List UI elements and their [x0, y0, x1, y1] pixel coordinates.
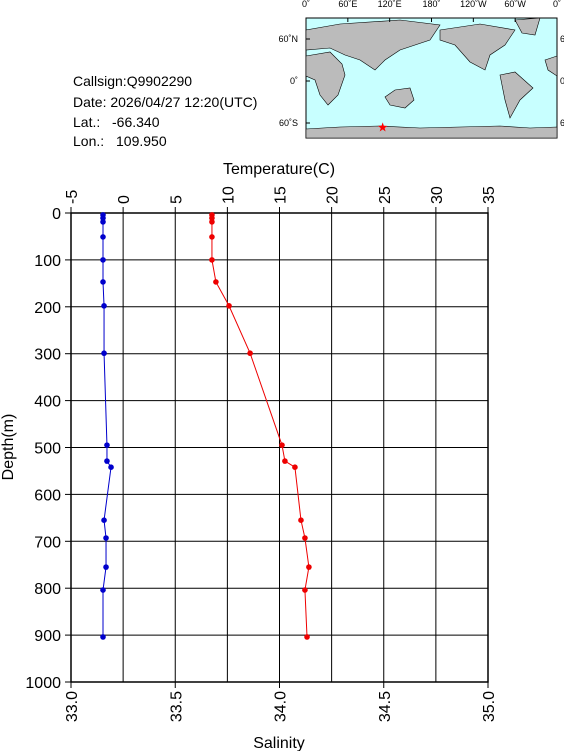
profile-point: [100, 279, 106, 285]
profile-point: [302, 535, 308, 541]
x-tick-label: 35: [481, 186, 498, 204]
x-tick-label: 30: [429, 186, 446, 204]
profile-point: [101, 517, 107, 523]
map-land: [305, 17, 558, 139]
map-lon-label: 180˚: [422, 0, 440, 9]
x-tick-label: 5: [168, 195, 185, 204]
profile-point: [104, 458, 110, 464]
profile-point: [304, 634, 310, 640]
x-tick-label: 10: [220, 186, 237, 204]
y-tick-label: 900: [34, 628, 61, 645]
profile-point: [213, 279, 219, 285]
profile-point: [108, 464, 114, 470]
profile-point: [100, 587, 106, 593]
profile-point: [209, 257, 215, 263]
y-tick-label: 0: [52, 206, 61, 223]
x2-tick-label: 33.0: [64, 691, 81, 722]
y-tick-label: 600: [34, 487, 61, 504]
south-america: [499, 71, 534, 119]
profile-point: [100, 634, 106, 640]
map-lat-label-right: 60˚S: [560, 118, 564, 128]
x2-tick-label: 33.5: [168, 691, 185, 722]
profile-line: [211, 214, 310, 637]
float-position: [377, 122, 388, 132]
map-lon-label: 60˚E: [338, 0, 357, 9]
x-tick-label: 15: [273, 186, 290, 204]
x-tick-label: -5: [64, 190, 81, 204]
x-tick-label: 25: [377, 186, 394, 204]
callsign: Callsign:Q9902290: [73, 73, 192, 89]
map-lat-label: 60˚S: [279, 118, 298, 128]
profile-line: [102, 214, 112, 637]
profile-point: [292, 464, 298, 470]
profile-point: [100, 219, 106, 225]
profile-point: [209, 234, 215, 240]
lon: 109.950: [116, 133, 167, 149]
profile-point: [104, 442, 110, 448]
map-lon-label: 60˚W: [504, 0, 526, 9]
profile-point: [100, 234, 106, 240]
lat-label: Lat.:: [73, 114, 100, 130]
y-tick-label: 1000: [25, 675, 61, 692]
profile-point: [103, 535, 109, 541]
profile-point: [279, 442, 285, 448]
y-tick-label: 800: [34, 581, 61, 598]
antarctica: [305, 125, 558, 139]
profile-point: [101, 350, 107, 357]
north-america: [439, 23, 516, 71]
x2-tick-label: 34.5: [377, 691, 394, 722]
profile-point: [103, 564, 109, 570]
map-lon-label: 120˚W: [460, 0, 487, 9]
profile-point: [282, 458, 288, 464]
x2-tick-label: 35.0: [481, 691, 498, 722]
profile-point: [101, 303, 107, 309]
profile-point: [100, 257, 106, 263]
africa: [305, 51, 346, 106]
y-tick-label: 100: [34, 253, 61, 270]
y-tick-label: 200: [34, 300, 61, 317]
map-lat-label: 60˚N: [278, 34, 298, 44]
y-axis-title: Depth(m): [0, 414, 17, 481]
map-lat-label-right: 60˚N: [560, 34, 564, 44]
y-tick-label: 700: [34, 534, 61, 551]
greenland: [514, 17, 541, 36]
lat: -66.340: [112, 114, 160, 130]
x-tick-label: 20: [325, 186, 342, 204]
africa-west: [544, 55, 558, 77]
australia: [384, 87, 415, 109]
eurasia: [305, 19, 441, 71]
date: Date: 2026/04/27 12:20(UTC): [73, 94, 257, 110]
x2-tick-label: 34.0: [273, 691, 290, 722]
map-lon-label: 0˚: [302, 0, 310, 9]
x-axis-title: Temperature(C): [223, 161, 335, 178]
x2-axis-title: Salinity: [253, 735, 305, 751]
y-tick-label: 300: [34, 347, 61, 364]
lon-label: Lon.:: [73, 133, 104, 149]
y-tick-label: 400: [34, 394, 61, 411]
profile-point: [247, 350, 253, 357]
map-lat-label: 0˚: [290, 76, 298, 86]
profile-point: [298, 517, 304, 523]
y-tick-label: 500: [34, 441, 61, 458]
x-tick-label: 0: [116, 195, 133, 204]
profile-point: [302, 587, 308, 593]
map-lat-label-right: 0˚: [560, 76, 564, 86]
map-lon-label: 120˚E: [378, 0, 402, 9]
map-lon-label: 0˚: [553, 0, 561, 9]
profile-point: [209, 219, 215, 225]
profile-point: [226, 303, 232, 309]
profile-point: [306, 564, 312, 570]
